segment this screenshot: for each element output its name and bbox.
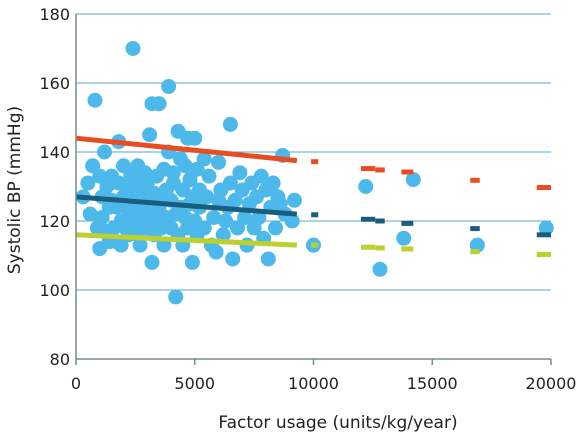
- x-axis-title: Factor usage (units/kg/year): [218, 413, 457, 433]
- data-point-128: [284, 213, 300, 229]
- lower-trend-line: [75, 232, 297, 248]
- data-point-67: [165, 165, 181, 181]
- data-point-105: [225, 251, 241, 267]
- data-point-135: [469, 237, 485, 253]
- data-point-97: [211, 154, 226, 170]
- y-tick-label-4: 160: [39, 74, 70, 93]
- x-tick-label-0: 0: [71, 374, 81, 393]
- data-point-110: [237, 210, 253, 226]
- data-point-76: [177, 158, 193, 174]
- data-point-4: [87, 92, 103, 108]
- data-point-91: [196, 220, 212, 236]
- y-tick-label-2: 120: [39, 212, 70, 231]
- data-point-93: [201, 168, 217, 184]
- data-point-92: [199, 189, 215, 205]
- data-point-136: [538, 220, 554, 236]
- data-point-132: [372, 261, 388, 277]
- y-axis-title: Systolic BP (mmHg): [5, 106, 25, 274]
- data-point-123: [268, 220, 283, 236]
- data-point-82: [184, 254, 200, 270]
- data-point-122: [265, 175, 281, 191]
- data-point-33: [125, 41, 141, 56]
- data-point-63: [161, 78, 177, 94]
- data-point-103: [222, 116, 238, 132]
- data-point-48: [144, 254, 160, 270]
- data-point-120: [260, 251, 276, 267]
- data-point-90: [196, 151, 212, 167]
- data-point-133: [396, 230, 412, 246]
- x-tick-label-2: 10000: [288, 374, 339, 393]
- scatter-points: [75, 41, 554, 305]
- x-tick-labels: 0 5000 10000 15000 20000: [71, 374, 577, 393]
- data-point-108: [232, 165, 248, 181]
- data-point-131: [358, 179, 374, 194]
- data-point-69: [168, 289, 184, 305]
- middle-trend-line: [75, 194, 298, 217]
- y-tick-label-1: 100: [39, 281, 70, 300]
- x-tick-label-1: 5000: [174, 374, 215, 393]
- data-point-104: [222, 175, 238, 191]
- y-tick-label-0: 80: [50, 350, 70, 369]
- x-tick-label-3: 15000: [407, 374, 458, 393]
- data-point-96: [208, 244, 224, 260]
- data-point-47: [142, 127, 158, 143]
- upper-trend-line: [75, 135, 298, 164]
- data-point-134: [405, 172, 421, 188]
- data-point-55: [151, 96, 167, 112]
- axes: [75, 14, 552, 365]
- data-point-84: [187, 130, 203, 146]
- data-point-129: [287, 192, 302, 208]
- data-point-117: [253, 168, 269, 184]
- data-point-2: [82, 206, 98, 222]
- data-point-101: [218, 213, 234, 229]
- data-point-39: [132, 237, 148, 253]
- y-tick-label-5: 180: [39, 5, 70, 24]
- y-tick-labels: 80 100 120 140 160 180: [39, 5, 70, 369]
- trend-lines: [75, 135, 551, 257]
- data-point-1: [80, 175, 96, 191]
- data-point-10: [97, 144, 112, 160]
- x-tick-label-4: 20000: [526, 374, 577, 393]
- data-point-100: [215, 227, 231, 243]
- data-point-95: [206, 210, 222, 226]
- y-tick-label-3: 140: [39, 143, 70, 162]
